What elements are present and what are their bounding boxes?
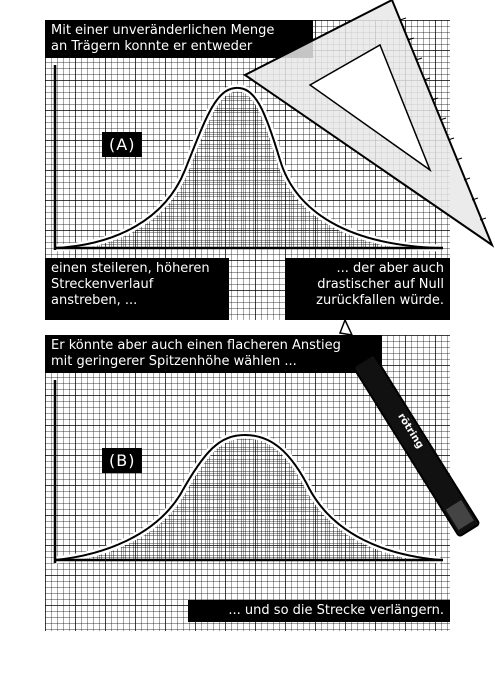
graph-label-b: (B)	[102, 448, 143, 473]
panel-b: Er könnte aber auch einen flacheren Anst…	[45, 335, 450, 631]
pointer-mark-icon	[338, 318, 354, 336]
caption-left-a: einen steileren, höheren Streckenverlauf…	[45, 258, 229, 320]
caption-top-a: Mit einer unveränderlichen Menge an Träg…	[45, 20, 313, 58]
curve-b	[54, 433, 441, 561]
caption-right-a: ... der aber auch drastischer auf Null z…	[285, 258, 450, 320]
caption-top-b: Er könnte aber auch einen flacheren Anst…	[45, 335, 382, 373]
panel-a: Mit einer unveränderlichen Menge an Träg…	[45, 20, 450, 320]
caption-bottom-b: ... und so die Strecke verlängern.	[188, 600, 450, 622]
graph-paper-b	[45, 335, 450, 631]
graph-label-a: (A)	[102, 132, 143, 157]
